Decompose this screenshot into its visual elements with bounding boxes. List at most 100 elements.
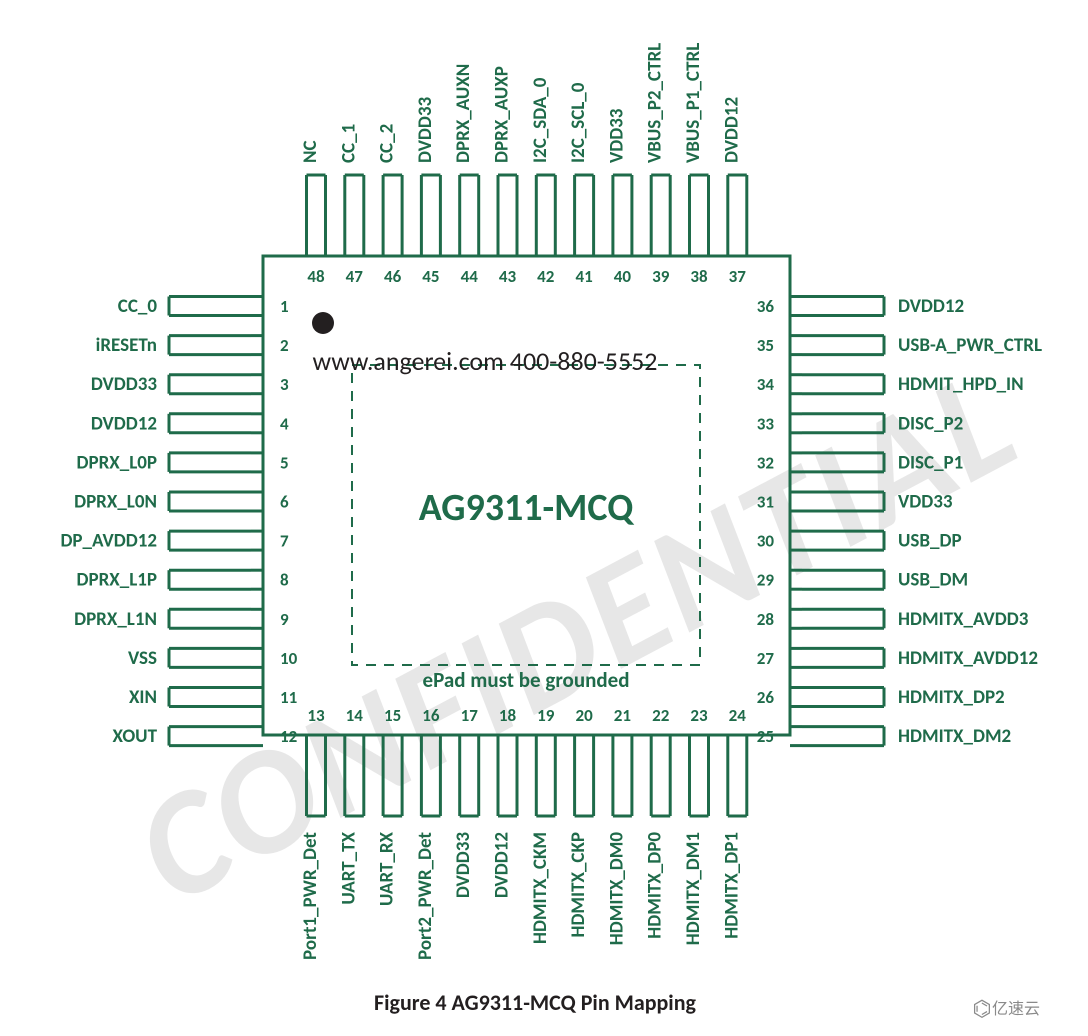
pin-35 xyxy=(790,336,884,355)
pin-number-46: 46 xyxy=(384,266,402,287)
pin-25 xyxy=(790,727,884,746)
pin-number-26: 26 xyxy=(757,687,775,708)
pin-label-30: USB_DP xyxy=(898,530,962,553)
brand-logo-icon: ⌬ xyxy=(972,995,991,1022)
pin-number-42: 42 xyxy=(537,266,555,287)
pin-number-11: 11 xyxy=(280,687,297,708)
pin-36 xyxy=(790,297,884,316)
watermark-url: www.angerei.com 400-880-5552 xyxy=(313,345,658,377)
pin-label-15: UART_RX xyxy=(376,831,399,905)
pin-label-32: DISC_P1 xyxy=(898,451,963,474)
pin-38 xyxy=(690,175,709,256)
pin-label-39: VBUS_P2_CTRL xyxy=(644,43,667,163)
pin-40 xyxy=(613,175,632,256)
pin-9 xyxy=(169,609,263,628)
pin-label-25: HDMITX_DM2 xyxy=(898,725,1011,748)
pin-number-15: 15 xyxy=(384,705,401,726)
pin-2 xyxy=(169,336,263,355)
pin-label-27: HDMITX_AVDD12 xyxy=(898,647,1038,670)
pin-label-37: DVDD12 xyxy=(720,97,743,163)
pin-number-8: 8 xyxy=(280,570,289,591)
pin-number-20: 20 xyxy=(575,705,593,726)
pin-27 xyxy=(790,648,884,667)
pin-23 xyxy=(690,735,709,816)
pin-number-48: 48 xyxy=(307,266,325,287)
pin-label-44: DPRX_AUXN xyxy=(452,64,475,163)
pin-number-41: 41 xyxy=(575,266,592,287)
pin-number-34: 34 xyxy=(757,374,775,395)
pin-number-44: 44 xyxy=(461,266,479,287)
pin-number-4: 4 xyxy=(280,413,289,434)
pin-label-5: DPRX_L0P xyxy=(77,451,158,474)
pin-number-25: 25 xyxy=(757,726,774,747)
pin-label-42: I2C_SDA_0 xyxy=(529,77,552,163)
pin-45 xyxy=(421,175,440,256)
pin-label-26: HDMITX_DP2 xyxy=(898,686,1005,709)
pin-20 xyxy=(575,735,594,816)
pin-number-23: 23 xyxy=(690,705,708,726)
pin-37 xyxy=(728,175,747,256)
pin-label-1: CC_0 xyxy=(118,295,158,318)
pin-number-29: 29 xyxy=(757,570,775,591)
pin-number-47: 47 xyxy=(346,266,364,287)
pin-label-31: VDD33 xyxy=(898,491,953,514)
pin-number-27: 27 xyxy=(757,648,775,669)
pin-label-22: HDMITX_DP0 xyxy=(644,832,667,939)
pin-label-12: XOUT xyxy=(113,725,158,748)
pin-number-7: 7 xyxy=(280,531,289,552)
pin-number-13: 13 xyxy=(307,705,325,726)
epad-label: ePad must be grounded xyxy=(423,667,630,693)
pin-label-3: DVDD33 xyxy=(91,373,158,396)
pin-number-2: 2 xyxy=(280,335,289,356)
pin-number-43: 43 xyxy=(499,266,517,287)
pin-label-29: USB_DM xyxy=(898,569,968,592)
pin-number-37: 37 xyxy=(729,266,747,287)
pin-number-18: 18 xyxy=(499,705,517,726)
pin-number-36: 36 xyxy=(757,296,775,317)
pin-label-11: XIN xyxy=(129,686,157,709)
pin-8 xyxy=(169,570,263,589)
pin-number-24: 24 xyxy=(729,705,747,726)
pin-48 xyxy=(307,175,326,256)
pin-3 xyxy=(169,375,263,394)
pin-label-47: CC_1 xyxy=(337,124,360,163)
pin-number-3: 3 xyxy=(280,374,289,395)
pin-number-38: 38 xyxy=(690,266,708,287)
pin-number-32: 32 xyxy=(757,452,775,473)
pin-number-31: 31 xyxy=(757,492,774,513)
pin-label-24: HDMITX_DP1 xyxy=(720,832,743,939)
pin-label-46: CC_2 xyxy=(376,124,399,163)
pin-label-45: DVDD33 xyxy=(414,96,437,163)
pin-number-14: 14 xyxy=(346,705,364,726)
pin-label-28: HDMITX_AVDD3 xyxy=(898,608,1029,631)
pin-6 xyxy=(169,492,263,511)
pin1-dot-icon xyxy=(312,312,334,334)
pin-7 xyxy=(169,531,263,550)
pin-number-17: 17 xyxy=(461,705,479,726)
pin-number-6: 6 xyxy=(280,492,289,513)
pin-label-43: DPRX_AUXP xyxy=(491,66,514,163)
pinout-svg: CONFIDENTIALAG9311-MCQePad must be groun… xyxy=(0,0,1088,1036)
pin-label-7: DP_AVDD12 xyxy=(60,530,157,553)
pin-4 xyxy=(169,414,263,433)
brand-watermark: 亿速云 xyxy=(992,1000,1040,1019)
pin-number-35: 35 xyxy=(757,335,774,356)
pin-43 xyxy=(498,175,517,256)
pin-number-40: 40 xyxy=(614,266,632,287)
pin-label-41: I2C_SCL_0 xyxy=(567,82,590,163)
pin-22 xyxy=(651,735,670,816)
pin-39 xyxy=(651,175,670,256)
pin-label-48: NC xyxy=(299,140,322,163)
pin-5 xyxy=(169,453,263,472)
pin-label-21: HDMITX_DM0 xyxy=(605,832,628,946)
pin-41 xyxy=(575,175,594,256)
pin-label-8: DPRX_L1P xyxy=(77,569,158,592)
pin-number-5: 5 xyxy=(280,452,289,473)
pin-label-17: DVDD33 xyxy=(452,832,475,899)
pin-number-9: 9 xyxy=(280,609,289,630)
pin-number-45: 45 xyxy=(422,266,439,287)
pin-46 xyxy=(383,175,402,256)
pin-number-16: 16 xyxy=(422,705,440,726)
pin-number-19: 19 xyxy=(537,705,555,726)
pin-number-10: 10 xyxy=(280,648,298,669)
